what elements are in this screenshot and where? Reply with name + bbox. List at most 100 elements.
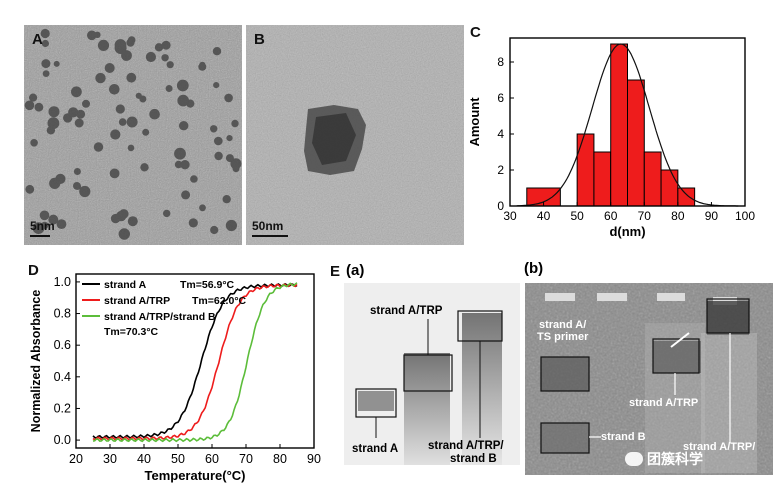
legend-label: strand A/TRP/strand B: [104, 311, 216, 323]
histogram-bar: [593, 151, 612, 207]
nanoparticle-dot: [225, 154, 234, 163]
nanoparticle-dot: [30, 139, 38, 147]
y-tick-label: 0: [497, 199, 504, 213]
nanoparticle-dot: [212, 47, 222, 56]
legend-tm-label: Tm=70.3°C: [104, 326, 159, 338]
tem-image-b: B 50nm: [246, 25, 464, 245]
scale-bar-a: [30, 235, 50, 237]
y-tick-label: 0.8: [54, 307, 71, 321]
nanoparticle-dot: [127, 216, 138, 227]
nanoparticle-dot: [74, 118, 84, 128]
y-tick-label: 0.4: [54, 370, 71, 384]
nanoparticle-dot: [95, 72, 106, 84]
gel-a-label-strand-a-trp: strand A/TRP: [370, 305, 443, 317]
scale-label-b: 50nm: [252, 219, 284, 233]
nanoparticle-dot: [226, 135, 233, 142]
gel-a: strand A/TRP strand A strand A/TRP/ stra…: [344, 283, 520, 465]
legend-label: strand A/TRP: [104, 295, 170, 307]
histogram-bar: [677, 187, 696, 207]
nanoparticle-dot: [199, 204, 206, 212]
subpanel-label-b: (b): [524, 260, 544, 277]
nanoparticle-dot: [214, 136, 223, 146]
nanoparticle-dot: [232, 165, 240, 173]
nanoparticle-dot: [142, 128, 150, 136]
nanoparticle-dot: [118, 118, 127, 126]
y-tick-label: 0.2: [54, 401, 71, 415]
nanoparticle-dot: [161, 54, 169, 62]
gel-a-bands: [355, 310, 503, 465]
nanoparticle-dot: [82, 99, 90, 108]
plot-frame: [509, 37, 746, 207]
nanoparticle-dot: [41, 59, 51, 69]
scale-label-a: 5nm: [30, 219, 55, 233]
nanoparticle-dot: [42, 70, 50, 77]
nanoparticle-dot: [174, 160, 183, 169]
nanoparticle-dot: [76, 109, 86, 119]
gel-b-label-strand-a-trp-cut: strand A/TRP/: [683, 441, 756, 453]
x-tick-label: 80: [671, 209, 685, 223]
nanoparticle-dot: [161, 40, 171, 50]
nanoparticle-dot: [140, 163, 149, 172]
nanoparticle-dot: [190, 175, 198, 183]
x-tick-label: 20: [69, 452, 83, 466]
panel-label-e: E: [330, 263, 341, 280]
nanoparticle-dot: [222, 195, 231, 204]
nanoparticle-dot: [79, 185, 91, 198]
legend-tm-label: Tm=62.0°C: [192, 295, 247, 307]
nanoparticle-dot: [73, 168, 81, 175]
y-tick-label: 6: [497, 91, 504, 105]
y-tick-label: 4: [497, 127, 504, 141]
y-tick-label: 2: [497, 163, 504, 177]
gel-b-label-ts-line1: strand A/: [539, 319, 587, 331]
nanoparticle-dot: [110, 129, 121, 140]
panel-label-b: B: [254, 31, 265, 48]
x-tick-label: 60: [205, 452, 219, 466]
nanoparticle-dot: [126, 72, 137, 83]
legend-tm-label: Tm=56.9°C: [180, 279, 235, 291]
nanoparticle-dot: [109, 84, 120, 95]
nanoparticle-dot: [29, 93, 38, 102]
nanoparticle-dot: [41, 221, 49, 230]
subpanel-label-a: (a): [346, 262, 365, 279]
y-tick-label: 8: [497, 55, 504, 69]
nanoparticle-dot: [87, 30, 97, 41]
nanoparticle-dot: [165, 85, 173, 92]
nanoparticle-dot: [39, 210, 50, 221]
nanoparticle-dot: [180, 160, 190, 170]
gel-b-label-strand-a-trp: strand A/TRP: [629, 397, 699, 409]
nanoparticle-dot: [179, 121, 189, 131]
nanoparticle-dot: [73, 182, 81, 190]
histogram-chart: 30 40 50 60 70 80 90 100 0 2 4 6 8 d(nm) Amount: [467, 37, 755, 239]
y-tick-label: 1.0: [54, 275, 71, 289]
melting-curve-series: [92, 282, 298, 440]
nanoparticle-dot: [163, 209, 171, 218]
watermark-text: 团簇科学: [647, 451, 703, 467]
nanoparticle-dot: [48, 106, 60, 118]
nanoparticle-dot: [198, 62, 207, 71]
nanoparticle-dot: [71, 108, 78, 115]
nanoparticle-dot: [110, 213, 121, 224]
nanoparticle-dot: [121, 50, 132, 61]
tem-b-texture: [246, 25, 464, 245]
legend-label: strand A: [104, 279, 147, 291]
plot-frame: [75, 273, 315, 449]
melting-curve-series: [92, 283, 298, 441]
nanoparticle-dot: [126, 116, 138, 128]
x-tick-label: 80: [273, 452, 287, 466]
nanoparticle-dot: [176, 79, 189, 92]
nanoparticle-dot: [104, 63, 115, 73]
x-axis-label: d(nm): [609, 224, 645, 239]
nanoparticle-dot: [210, 225, 219, 235]
x-tick-label: 70: [638, 209, 652, 223]
nanoparticle-dot: [224, 93, 233, 103]
nanoparticle-dot: [231, 119, 239, 128]
gel-a-label-strand-a-trp-b-line1: strand A/TRP/: [428, 440, 504, 452]
nanoparticle-dot: [97, 39, 110, 51]
nanoparticle-dot: [135, 92, 142, 99]
nanoparticle-dot: [41, 39, 49, 48]
y-tick-label: 0.0: [54, 433, 71, 447]
histogram-bar: [660, 169, 679, 207]
nanoparticle-dot: [53, 60, 60, 67]
x-tick-label: 90: [705, 209, 719, 223]
x-tick-label: 60: [604, 209, 618, 223]
